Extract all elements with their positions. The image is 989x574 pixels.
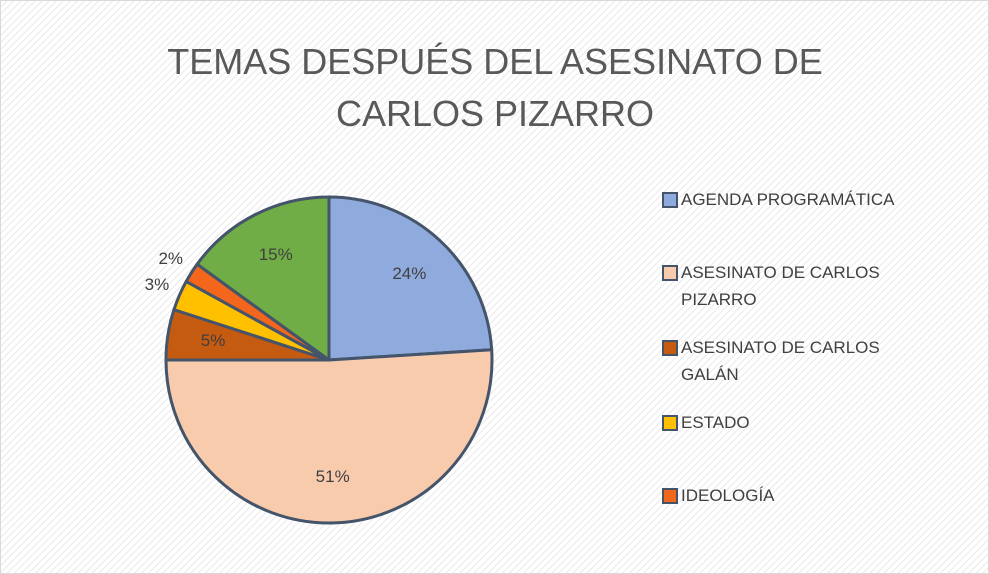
legend-swatch <box>662 340 678 356</box>
data-label: 15% <box>259 245 293 264</box>
legend-swatch <box>662 265 678 281</box>
data-label: 5% <box>201 331 226 350</box>
data-label: 2% <box>158 249 183 268</box>
legend-swatch <box>662 488 678 504</box>
legend-label: AGENDA PROGRAMÁTICA <box>681 190 895 209</box>
legend-label: ASESINATO DE CARLOS PIZARRO <box>681 263 880 309</box>
legend-label: IDEOLOGÍA <box>681 486 775 505</box>
legend-entry: AGENDA PROGRAMÁTICA <box>662 186 942 213</box>
legend-entry: IDEOLOGÍA <box>662 482 942 509</box>
legend-swatch <box>662 192 678 208</box>
pie-slice <box>195 195 331 362</box>
pie-slice <box>327 195 494 362</box>
legend-entry: ASESINATO DE CARLOS GALÁN <box>662 334 942 388</box>
data-label: 51% <box>316 467 350 486</box>
data-label: 3% <box>145 275 170 294</box>
pie-slice <box>164 348 494 525</box>
legend-label: ASESINATO DE CARLOS GALÁN <box>681 338 880 384</box>
chart-title: TEMAS DESPUÉS DEL ASESINATO DE CARLOS PI… <box>167 41 823 134</box>
legend-swatch <box>662 415 678 431</box>
legend-label: ESTADO <box>681 413 750 432</box>
legend-entry: ESTADO <box>662 409 942 436</box>
data-label: 24% <box>392 264 426 283</box>
legend-entry: ASESINATO DE CARLOS PIZARRO <box>662 259 942 313</box>
